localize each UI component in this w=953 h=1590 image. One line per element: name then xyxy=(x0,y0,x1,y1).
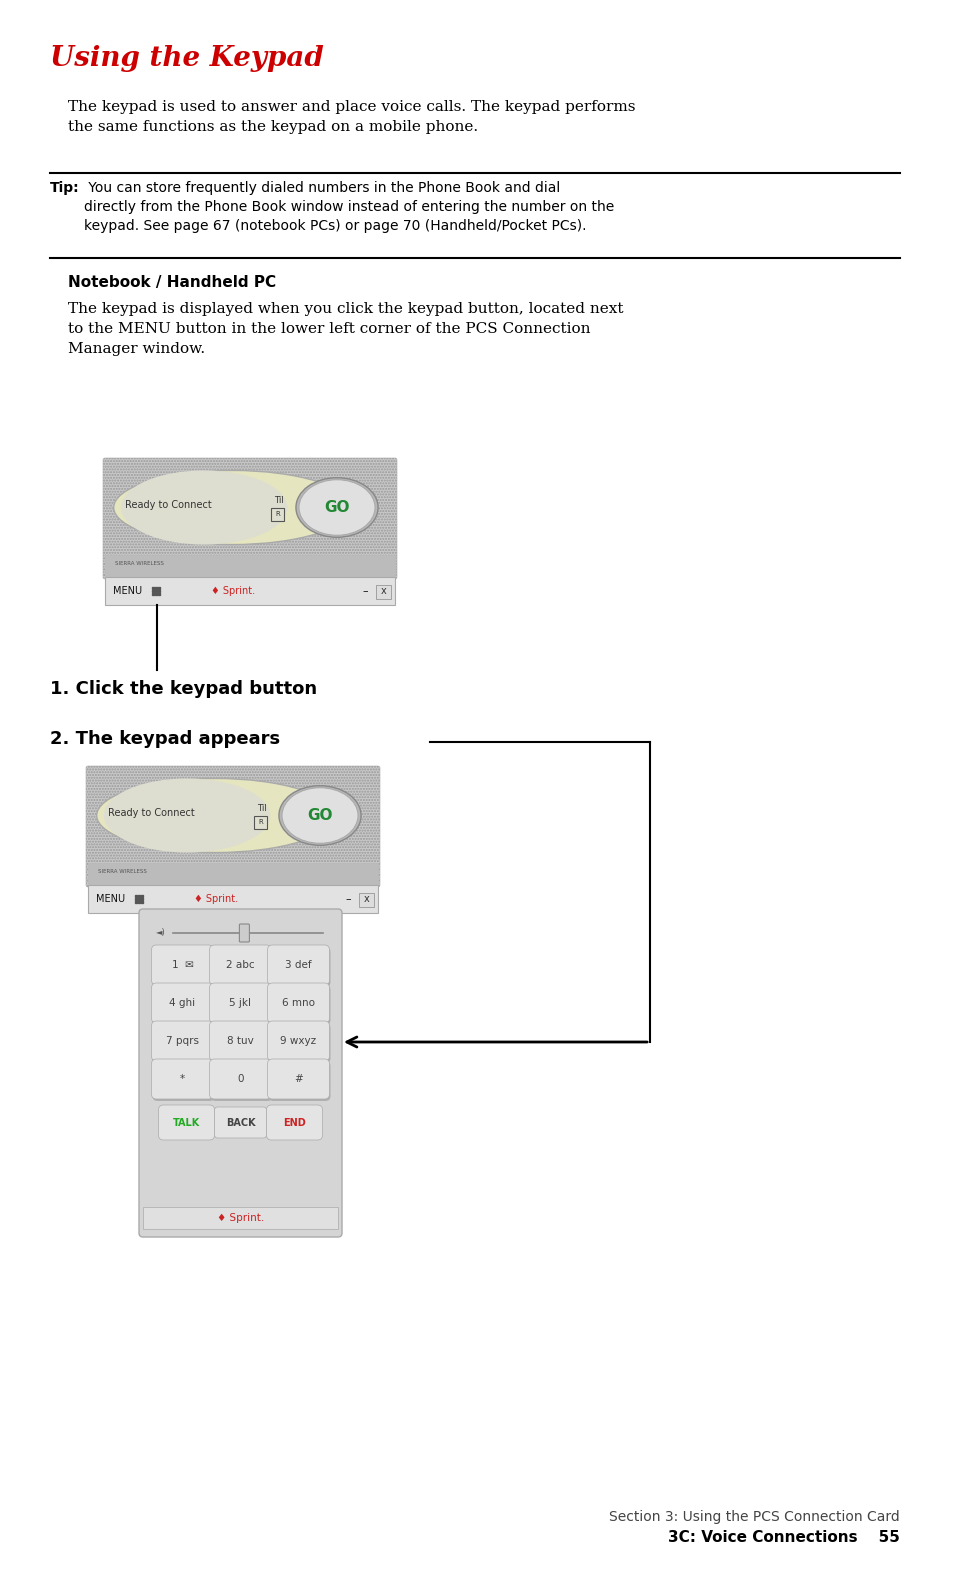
Text: 3C: Voice Connections    55: 3C: Voice Connections 55 xyxy=(667,1530,899,1545)
FancyBboxPatch shape xyxy=(88,886,377,913)
Text: 4 ghi: 4 ghi xyxy=(170,999,195,1008)
Text: 0: 0 xyxy=(237,1073,244,1084)
Text: 1. Click the keypad button: 1. Click the keypad button xyxy=(50,681,316,698)
FancyBboxPatch shape xyxy=(359,892,375,906)
Text: BACK: BACK xyxy=(226,1118,255,1127)
Text: ♦ Sprint.: ♦ Sprint. xyxy=(216,1213,264,1223)
Text: 5 jkl: 5 jkl xyxy=(230,999,252,1008)
Text: 2. The keypad appears: 2. The keypad appears xyxy=(50,730,280,747)
FancyBboxPatch shape xyxy=(211,984,273,1026)
FancyBboxPatch shape xyxy=(268,984,330,1026)
Text: SIERRA WIRELESS: SIERRA WIRELESS xyxy=(98,870,147,874)
Text: 3 def: 3 def xyxy=(285,960,312,970)
Text: –: – xyxy=(345,894,351,905)
FancyBboxPatch shape xyxy=(267,1059,329,1099)
FancyBboxPatch shape xyxy=(268,1061,330,1100)
FancyBboxPatch shape xyxy=(152,948,214,987)
Ellipse shape xyxy=(113,471,351,544)
Text: Tip:: Tip: xyxy=(50,181,79,196)
Text: Ready to Connect: Ready to Connect xyxy=(109,808,195,817)
FancyBboxPatch shape xyxy=(211,1022,273,1064)
Text: Tǐl: Tǐl xyxy=(257,805,267,814)
FancyBboxPatch shape xyxy=(105,555,395,577)
Text: ♦ Sprint.: ♦ Sprint. xyxy=(193,894,237,905)
Text: Tǐl: Tǐl xyxy=(274,496,284,506)
FancyBboxPatch shape xyxy=(152,983,213,1022)
Ellipse shape xyxy=(295,477,377,537)
FancyBboxPatch shape xyxy=(210,1021,272,1061)
FancyBboxPatch shape xyxy=(86,766,379,887)
Text: *: * xyxy=(180,1073,185,1084)
FancyBboxPatch shape xyxy=(210,1059,272,1099)
Text: MENU: MENU xyxy=(112,587,142,596)
Text: END: END xyxy=(283,1118,306,1127)
FancyBboxPatch shape xyxy=(211,948,273,987)
FancyBboxPatch shape xyxy=(158,1105,214,1140)
Text: Using the Keypad: Using the Keypad xyxy=(50,45,323,72)
FancyBboxPatch shape xyxy=(152,984,214,1026)
FancyBboxPatch shape xyxy=(267,983,329,1022)
FancyBboxPatch shape xyxy=(376,585,391,598)
Ellipse shape xyxy=(121,471,287,544)
Text: #: # xyxy=(294,1073,302,1084)
Ellipse shape xyxy=(298,480,375,536)
Text: Notebook / Handheld PC: Notebook / Handheld PC xyxy=(68,275,275,289)
FancyBboxPatch shape xyxy=(214,1107,266,1138)
Text: You can store frequently dialed numbers in the Phone Book and dial
directly from: You can store frequently dialed numbers … xyxy=(84,181,614,232)
FancyBboxPatch shape xyxy=(103,458,396,579)
Text: SIERRA WIRELESS: SIERRA WIRELESS xyxy=(115,561,164,566)
Text: Ready to Connect: Ready to Connect xyxy=(125,499,212,509)
Text: ♦ Sprint.: ♦ Sprint. xyxy=(211,587,254,596)
Text: 7 pqrs: 7 pqrs xyxy=(166,1037,199,1046)
FancyBboxPatch shape xyxy=(271,507,284,522)
FancyBboxPatch shape xyxy=(268,1022,330,1064)
FancyBboxPatch shape xyxy=(152,944,213,984)
Text: 8 tuv: 8 tuv xyxy=(227,1037,253,1046)
Text: ◄): ◄) xyxy=(156,929,166,938)
Text: The keypad is displayed when you click the keypad button, located next
to the ME: The keypad is displayed when you click t… xyxy=(68,302,623,356)
Ellipse shape xyxy=(96,779,335,852)
Text: MENU: MENU xyxy=(96,894,125,905)
FancyBboxPatch shape xyxy=(105,577,395,606)
Text: 1  ✉: 1 ✉ xyxy=(172,960,193,970)
Text: GO: GO xyxy=(324,499,350,515)
FancyBboxPatch shape xyxy=(152,1022,214,1064)
FancyBboxPatch shape xyxy=(211,1061,273,1100)
FancyBboxPatch shape xyxy=(210,944,272,984)
Text: Section 3: Using the PCS Connection Card: Section 3: Using the PCS Connection Card xyxy=(609,1510,899,1523)
Text: TALK: TALK xyxy=(172,1118,200,1127)
Ellipse shape xyxy=(278,785,360,846)
FancyBboxPatch shape xyxy=(239,924,249,941)
FancyBboxPatch shape xyxy=(267,1021,329,1061)
FancyBboxPatch shape xyxy=(210,983,272,1022)
FancyBboxPatch shape xyxy=(152,1059,213,1099)
FancyBboxPatch shape xyxy=(143,1207,337,1229)
Text: 9 wxyz: 9 wxyz xyxy=(280,1037,316,1046)
Ellipse shape xyxy=(282,787,357,843)
FancyBboxPatch shape xyxy=(267,944,329,984)
Text: 2 abc: 2 abc xyxy=(226,960,254,970)
Text: The keypad is used to answer and place voice calls. The keypad performs
the same: The keypad is used to answer and place v… xyxy=(68,100,635,134)
Text: –: – xyxy=(362,587,368,596)
FancyBboxPatch shape xyxy=(266,1105,322,1140)
FancyBboxPatch shape xyxy=(268,948,330,987)
FancyBboxPatch shape xyxy=(254,816,267,828)
FancyBboxPatch shape xyxy=(152,1061,214,1100)
FancyBboxPatch shape xyxy=(139,909,341,1237)
Text: R: R xyxy=(275,512,280,517)
Text: x: x xyxy=(364,894,370,905)
Text: GO: GO xyxy=(307,808,333,824)
Ellipse shape xyxy=(104,779,270,852)
FancyBboxPatch shape xyxy=(152,1021,213,1061)
FancyBboxPatch shape xyxy=(88,863,377,886)
Text: x: x xyxy=(381,587,387,596)
Text: 6 mno: 6 mno xyxy=(282,999,314,1008)
Text: R: R xyxy=(258,819,263,825)
